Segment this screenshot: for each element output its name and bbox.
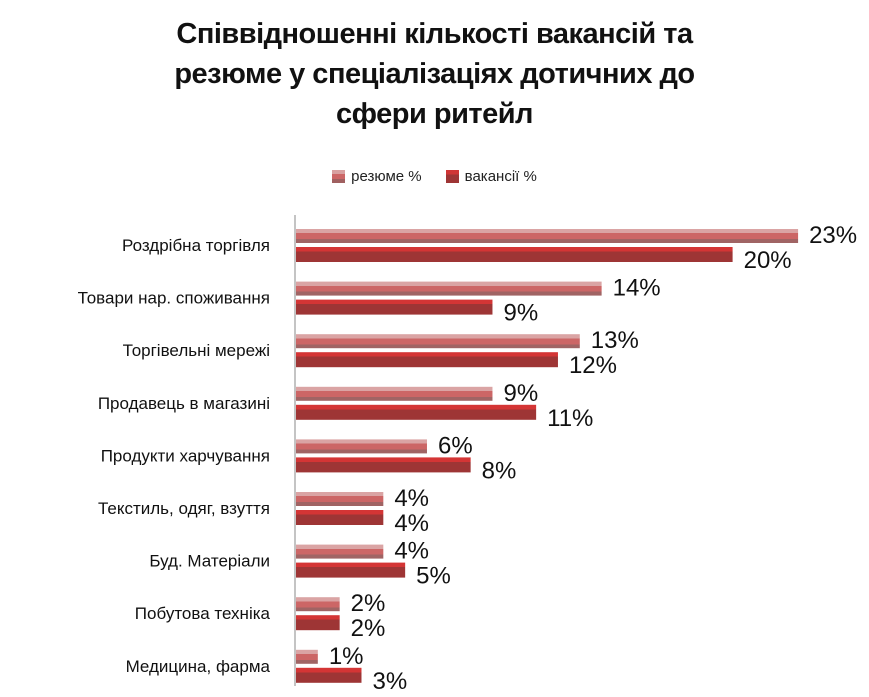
bar-vacancies [296, 510, 384, 525]
bar-vacancies [296, 667, 362, 683]
legend-swatch-resume [332, 170, 346, 183]
data-label-vacancies: 3% [372, 668, 407, 695]
title-line-2: резюме у спеціалізаціях дотичних до [174, 58, 695, 90]
bar-vacancies [296, 299, 493, 315]
bar-vacancies [296, 562, 406, 578]
data-label-resume: 13% [591, 327, 639, 354]
bar-vacancies [296, 247, 733, 262]
bar-resume [296, 544, 384, 559]
data-label-vacancies: 11% [547, 405, 593, 432]
legend-item-vacancies: вакансії % [445, 168, 537, 185]
category-label: Товари нар. споживання [78, 289, 270, 308]
data-label-vacancies: 9% [503, 300, 538, 327]
category-label: Продукти харчування [101, 446, 270, 465]
data-label-resume: 9% [503, 380, 538, 407]
data-label-resume: 6% [438, 432, 473, 459]
bar-vacancies [296, 404, 537, 420]
bar-vacancies [296, 457, 471, 473]
bar-resume [296, 439, 427, 454]
bar-resume [296, 597, 340, 612]
title-line-3: сфери ритейл [336, 98, 533, 130]
data-label-resume: 2% [351, 590, 386, 617]
legend-label-vacancies: вакансії % [464, 168, 537, 185]
bar-vacancies [296, 615, 340, 631]
bar-resume [296, 281, 602, 296]
data-label-resume: 14% [613, 275, 661, 302]
data-label-resume: 4% [394, 538, 429, 565]
category-label: Роздрібна торгівля [122, 236, 270, 255]
category-label: Побутова техніка [135, 604, 271, 623]
category-label: Текстиль, одяг, взуття [98, 499, 270, 518]
category-label: Продавець в магазині [98, 394, 270, 413]
title-line-1: Співвідношенні кількості вакансій та [176, 18, 693, 50]
legend-swatch-vacancies [445, 170, 459, 183]
data-label-resume: 1% [329, 643, 364, 670]
legend-item-resume: резюме % [332, 168, 422, 185]
data-label-vacancies: 5% [416, 563, 451, 590]
bar-resume [296, 492, 384, 506]
category-label: Торгівельні мережі [123, 341, 270, 360]
data-label-vacancies: 2% [351, 615, 386, 642]
data-label-vacancies: 8% [482, 457, 517, 484]
bar-resume [296, 386, 493, 401]
bar-resume [296, 649, 318, 664]
chart-title: Співвідношенні кількості вакансій та рез… [0, 14, 869, 134]
bar-vacancies [296, 352, 558, 368]
data-label-vacancies: 4% [394, 510, 429, 537]
legend: резюме % вакансії % [0, 168, 869, 185]
legend-label-resume: резюме % [351, 168, 422, 185]
data-label-resume: 23% [809, 222, 857, 249]
data-label-resume: 4% [394, 485, 429, 512]
category-label: Буд. Матеріали [149, 552, 270, 571]
data-label-vacancies: 20% [744, 247, 792, 274]
bar-resume [296, 229, 799, 243]
category-label: Медицина, фарма [126, 657, 271, 676]
bar-resume [296, 334, 580, 349]
data-label-vacancies: 12% [569, 352, 617, 379]
